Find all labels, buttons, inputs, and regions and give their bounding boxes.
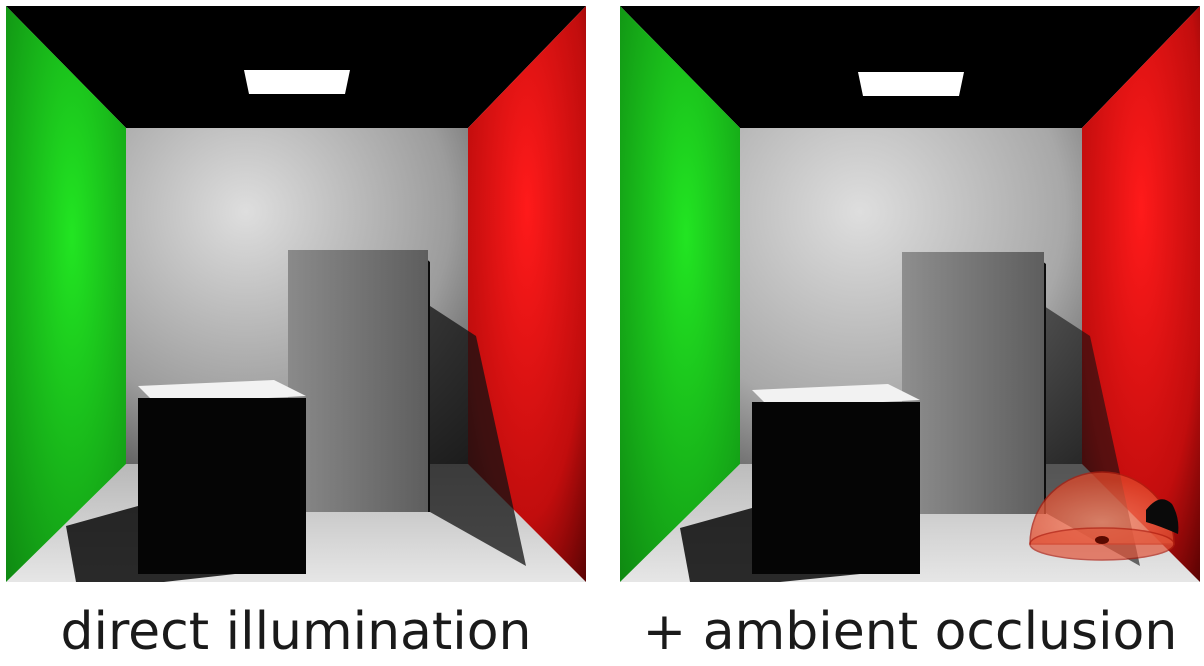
cornell-box-image (620, 6, 1200, 582)
left-wall (620, 6, 740, 582)
sample-hemisphere (1029, 471, 1179, 561)
short-block-front (138, 398, 306, 574)
left-wall (6, 6, 126, 582)
caption-direct-illumination: direct illumination (60, 602, 532, 662)
cornell-box-image (6, 6, 586, 582)
tall-block-front (288, 250, 428, 512)
tall-block-shadow (430, 306, 526, 566)
ceiling-light (244, 70, 350, 94)
render-direct-illumination (6, 6, 586, 582)
caption-ambient-occlusion: + ambient occlusion (642, 602, 1178, 662)
ceiling (620, 6, 1200, 128)
ceiling-light (858, 72, 964, 96)
tall-block-front (902, 252, 1044, 514)
render-ambient-occlusion (620, 6, 1200, 582)
ceiling (6, 6, 586, 128)
short-block-front (752, 402, 920, 574)
